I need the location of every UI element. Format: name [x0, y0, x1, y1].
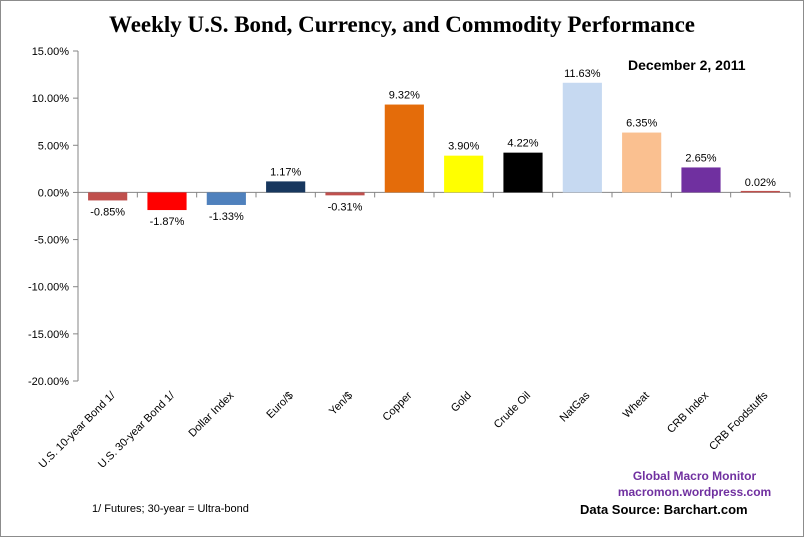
value-label: -0.31% [328, 201, 363, 213]
bar [740, 190, 780, 193]
bars-group [88, 82, 780, 211]
y-tick-label: -10.00% [28, 282, 69, 294]
bar [444, 155, 484, 193]
x-tick-label: CRB Foodstuffs [707, 389, 771, 453]
axes-group [73, 50, 791, 382]
bar [562, 82, 602, 193]
x-tick-labels-group: U.S. 10-year Bond 1/U.S. 30-year Bond 1/… [37, 389, 771, 471]
value-label: 2.65% [685, 152, 716, 164]
bar [384, 104, 424, 193]
y-tick-label: 10.00% [32, 93, 70, 105]
y-tick-label: -20.00% [28, 376, 69, 388]
bar [88, 192, 128, 201]
bar [266, 181, 306, 193]
value-labels-group: -0.85% -1.87% -1.33% 1.17% -0.31% 9.32% 3.90% 4… [90, 68, 776, 228]
brand-url: macromon.wordpress.com [617, 485, 772, 499]
value-label: 0.02% [745, 177, 776, 189]
value-label: 3.90% [448, 141, 479, 153]
y-tick-label: 0.00% [38, 187, 69, 199]
value-label: -1.33% [209, 211, 244, 223]
chart-title: Weekly U.S. Bond, Currency, and Commodit… [108, 12, 696, 37]
bar [681, 167, 721, 193]
value-label: -0.85% [90, 206, 125, 218]
data-source: Data Source: Barchart.com [580, 502, 748, 517]
y-tick-label: 15.00% [32, 46, 70, 58]
value-label: 11.63% [564, 68, 601, 80]
x-tick-label: Dollar Index [186, 389, 236, 439]
x-tick-label: Wheat [621, 390, 652, 421]
chart-date: December 2, 2011 [628, 57, 746, 73]
value-label: 6.35% [626, 118, 657, 130]
value-label: -1.87% [150, 216, 185, 228]
brand-name: Global Macro Monitor [632, 469, 757, 483]
x-tick-label: Yen/$ [327, 390, 355, 418]
footnote: 1/ Futures; 30-year = Ultra-bond [92, 503, 249, 515]
value-label: 1.17% [270, 166, 301, 178]
brand-block: Global Macro Monitor macromon.wordpress.… [612, 468, 777, 500]
y-tick-label: -15.00% [28, 329, 69, 341]
bar [503, 152, 543, 193]
value-label: 4.22% [507, 138, 538, 150]
value-label: 9.32% [389, 90, 420, 102]
y-tick-labels-group: 15.00% 10.00% 5.00% 0.00% -5.00% -10.00% -15.0… [28, 46, 69, 388]
bar [206, 192, 246, 205]
x-tick-label: Euro/$ [264, 390, 295, 421]
x-tick-label: Gold [449, 390, 474, 415]
y-tick-label: 5.00% [38, 140, 69, 152]
x-tick-label: NatGas [558, 389, 593, 424]
x-tick-label: CRB Index [665, 389, 711, 435]
y-tick-label: -5.00% [34, 235, 69, 247]
bar [147, 192, 187, 211]
bar [325, 192, 365, 196]
x-tick-label: Crude Oil [492, 390, 533, 431]
x-tick-label: Copper [380, 389, 414, 423]
bar [622, 132, 662, 193]
